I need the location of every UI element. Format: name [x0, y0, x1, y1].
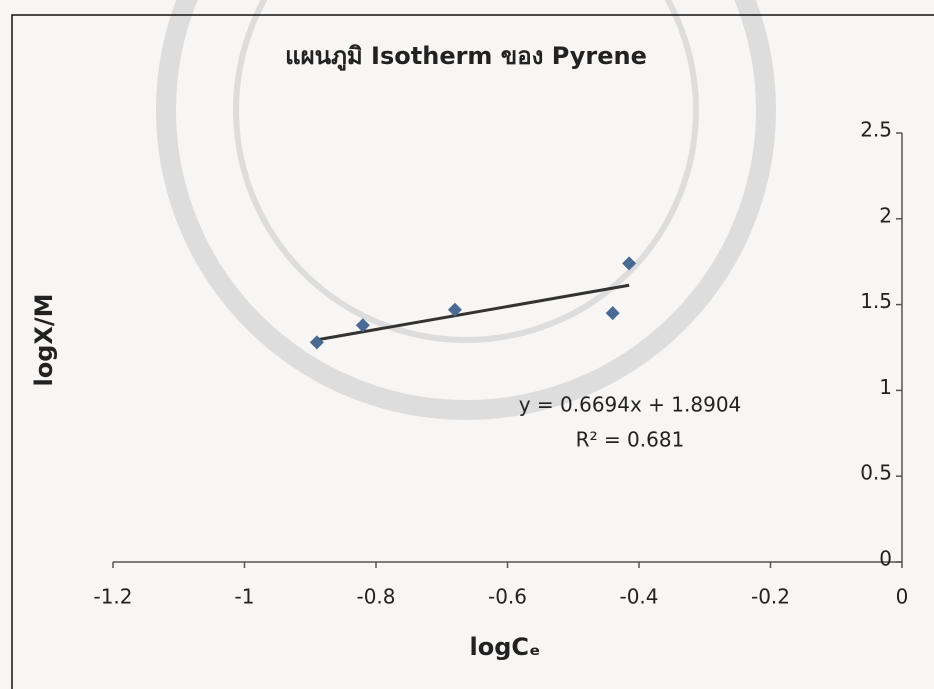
x-axis-title: logCₑ	[469, 633, 540, 661]
y-tick-label: 0.5	[860, 461, 892, 485]
y-tick-label: 0	[879, 547, 892, 571]
r-squared: R² = 0.681	[576, 428, 685, 452]
x-tick-label: -0.2	[751, 585, 790, 609]
x-tick-label: -0.6	[488, 585, 527, 609]
x-tick-label: -0.4	[619, 585, 658, 609]
background	[0, 0, 934, 689]
chart-title: แผนภูมิ Isotherm ของ Pyrene	[285, 42, 647, 71]
y-tick-label: 2.5	[860, 118, 892, 142]
x-tick-label: -1	[235, 585, 255, 609]
x-tick-label: -0.8	[356, 585, 395, 609]
x-tick-label: -1.2	[93, 585, 132, 609]
y-axis-title: logX/M	[30, 293, 58, 386]
y-tick-label: 1.5	[860, 289, 892, 313]
trendline-equation: y = 0.6694x + 1.8904	[519, 393, 742, 417]
x-tick-label: 0	[896, 585, 909, 609]
chart: แผนภูมิ Isotherm ของ Pyrene logCₑ logX/M…	[0, 0, 934, 689]
y-tick-label: 1	[879, 375, 892, 399]
y-tick-label: 2	[879, 203, 892, 227]
